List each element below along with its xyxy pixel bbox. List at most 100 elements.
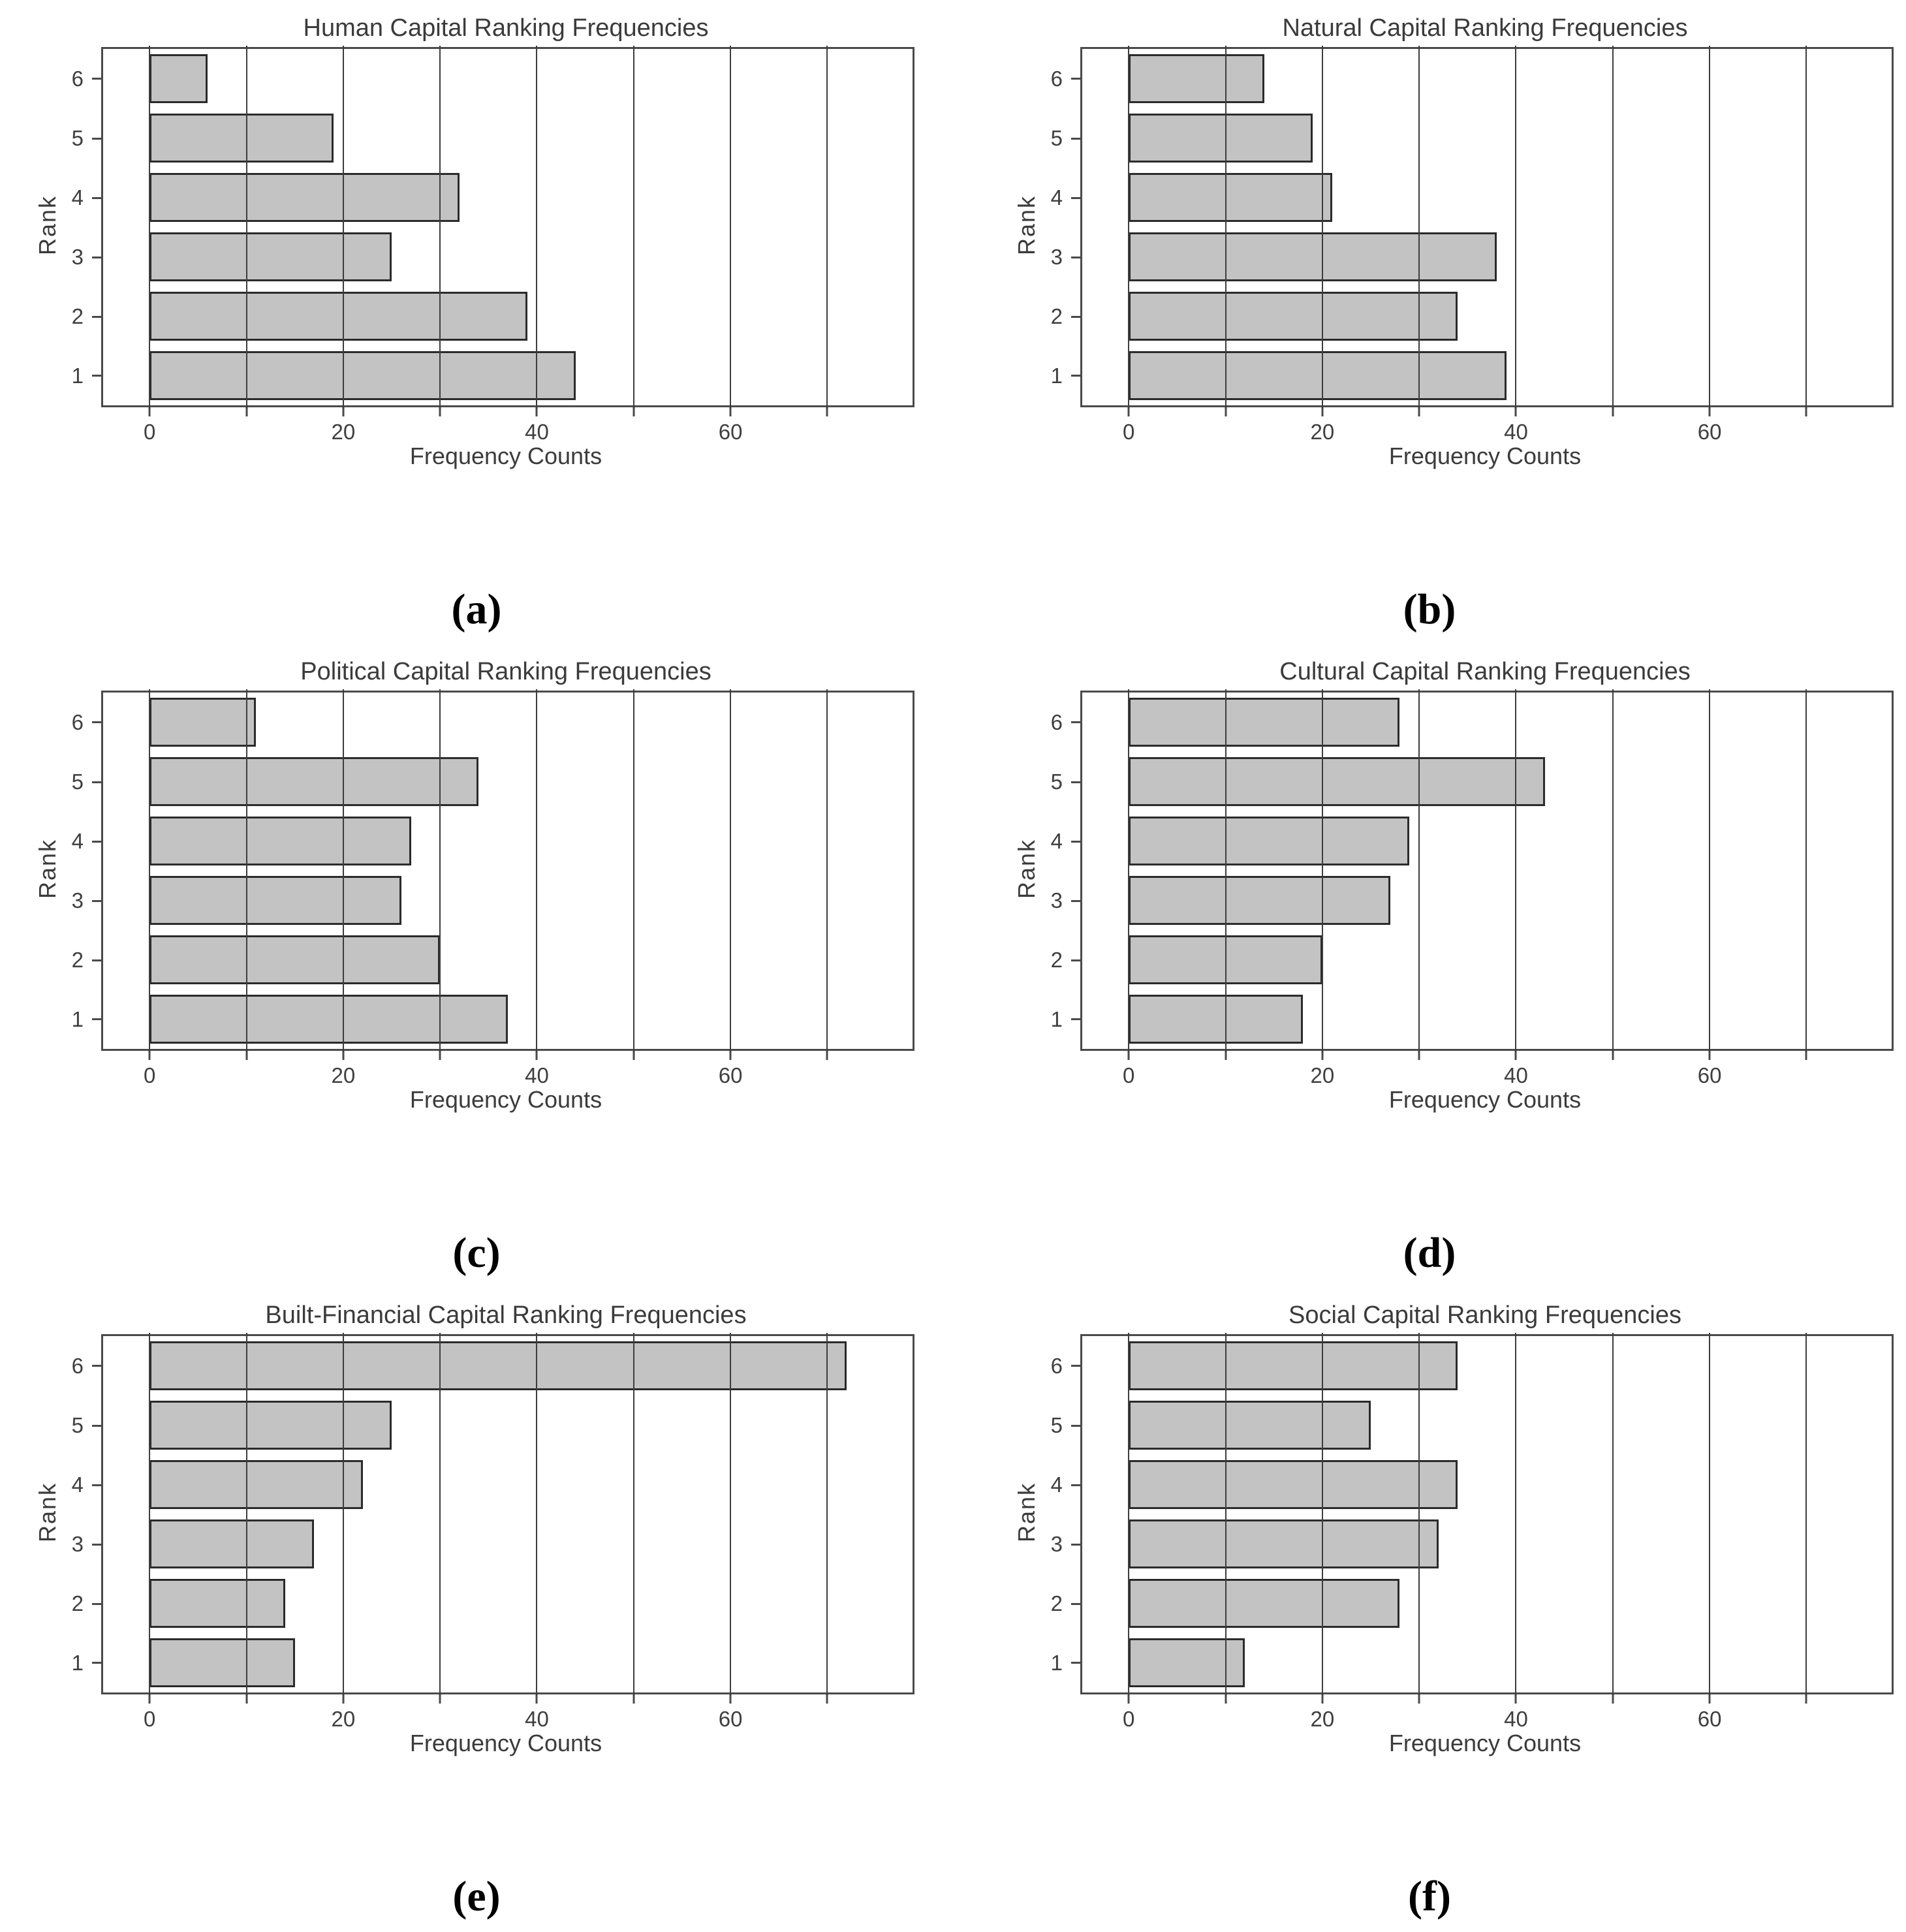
x-tick-label: 20 — [1310, 1063, 1335, 1087]
panel-caption: (d) — [1403, 1229, 1456, 1277]
y-tick — [92, 1424, 103, 1427]
bar-rank-3 — [149, 232, 392, 282]
x-tick — [1225, 1051, 1227, 1060]
bar-rank-5 — [1129, 756, 1545, 807]
x-tick — [1514, 407, 1517, 416]
bar-rank-1 — [1129, 1638, 1245, 1688]
y-tick-label: 2 — [1050, 304, 1063, 328]
x-axis-title: Frequency Counts — [1388, 443, 1582, 469]
plot-area: 6 5 4 3 2 1 0 20 40 60 — [72, 46, 914, 444]
y-tick-label: 2 — [1050, 1591, 1063, 1615]
gridline-x-20 — [1321, 46, 1323, 409]
x-tick — [1418, 407, 1420, 416]
bar-rank-4 — [149, 172, 460, 223]
panel-caption: (a) — [451, 585, 502, 633]
bar-rank-5 — [149, 1400, 392, 1450]
plot-area: 6 5 4 3 2 1 0 20 40 60 — [1051, 1333, 1894, 1731]
y-tick-label: 3 — [1050, 244, 1063, 269]
x-tick — [148, 1694, 151, 1704]
y-tick-label: 2 — [71, 947, 84, 972]
x-tick-label: 60 — [1697, 1707, 1722, 1731]
panel-a: Human Capital Ranking Frequencies Rank 6… — [0, 0, 953, 644]
y-tick-label: 3 — [1050, 888, 1063, 912]
gridline-x-20 — [342, 46, 344, 409]
x-tick-label: 60 — [1697, 420, 1722, 444]
gridline-x-40 — [536, 46, 538, 409]
bar-rank-1 — [149, 351, 576, 401]
panel-d: Cultural Capital Ranking Frequencies Ran… — [953, 644, 1906, 1287]
x-tick — [633, 1051, 635, 1060]
x-axis-title: Frequency Counts — [409, 443, 602, 469]
gridline-x-50 — [633, 689, 634, 1052]
y-tick — [92, 375, 103, 377]
x-axis-title: Frequency Counts — [409, 1730, 602, 1756]
x-axis-title: Frequency Counts — [1388, 1730, 1582, 1756]
y-tick — [1071, 899, 1082, 902]
y-tick — [92, 781, 103, 783]
y-tick — [1071, 1602, 1082, 1605]
x-tick — [535, 407, 538, 416]
gridline-x-60 — [730, 1333, 732, 1696]
gridline-x-50 — [1612, 46, 1614, 409]
y-tick — [1071, 315, 1082, 318]
gridline-x-70 — [826, 1333, 828, 1696]
x-tick-label: 20 — [331, 1707, 356, 1731]
chart-title: Social Capital Ranking Frequencies — [1289, 1301, 1681, 1329]
bar-rank-4 — [1129, 172, 1332, 223]
y-axis-title: Rank — [34, 838, 61, 899]
gridline-x-20 — [1321, 689, 1323, 1052]
y-tick-label: 4 — [71, 828, 84, 853]
x-tick-label: 20 — [1310, 1707, 1335, 1731]
gridline-x-20 — [1321, 1333, 1323, 1696]
y-tick-label: 5 — [1050, 1412, 1063, 1437]
x-tick-label: 40 — [525, 1707, 549, 1731]
gridline-x-40 — [536, 689, 538, 1052]
y-tick — [1071, 959, 1082, 961]
bar-rank-4 — [149, 1459, 363, 1510]
gridline-x-50 — [1612, 689, 1614, 1052]
y-tick-label: 6 — [71, 66, 84, 91]
y-tick — [92, 959, 103, 961]
y-tick — [1071, 196, 1082, 199]
x-tick-label: 40 — [1504, 420, 1528, 444]
x-tick-label: 20 — [331, 420, 356, 444]
x-tick — [535, 1694, 538, 1704]
x-tick-label: 60 — [718, 1707, 743, 1731]
y-tick — [1071, 1662, 1082, 1664]
y-tick-label: 3 — [71, 1531, 84, 1556]
bar-rank-2 — [149, 291, 527, 341]
gridline-x-30 — [1418, 1333, 1420, 1696]
y-tick — [92, 899, 103, 902]
gridline-x-60 — [730, 46, 732, 409]
x-tick-label: 0 — [1123, 1063, 1135, 1087]
panel-f: Social Capital Ranking Frequencies Rank … — [953, 1287, 1906, 1931]
y-tick — [1071, 781, 1082, 783]
y-tick-label: 3 — [1050, 1531, 1063, 1556]
x-tick — [729, 407, 732, 416]
bar-chart-natural-capital: Natural Capital Ranking Frequencies Rank… — [1012, 10, 1894, 475]
x-tick — [342, 407, 345, 416]
x-tick — [633, 1694, 635, 1704]
bar-rank-4 — [1129, 816, 1410, 866]
y-tick-label: 1 — [1050, 1650, 1063, 1675]
plot-area: 6 5 4 3 2 1 0 20 40 60 — [72, 1333, 914, 1731]
y-tick — [92, 137, 103, 140]
y-tick-label: 5 — [71, 125, 84, 150]
gridline-x-60 — [1709, 46, 1711, 409]
y-tick — [1071, 78, 1082, 80]
y-tick — [1071, 1484, 1082, 1486]
x-tick-label: 0 — [144, 420, 156, 444]
y-tick — [1071, 721, 1082, 724]
chart-title: Political Capital Ranking Frequencies — [300, 658, 711, 685]
y-tick — [92, 1484, 103, 1486]
x-tick — [1225, 407, 1227, 416]
y-tick-label: 5 — [71, 1412, 84, 1437]
bar-rank-2 — [149, 935, 441, 985]
y-tick — [1071, 1543, 1082, 1546]
panel-caption: (b) — [1403, 585, 1456, 633]
y-tick-label: 6 — [71, 709, 84, 734]
y-tick-label: 5 — [1050, 125, 1063, 150]
x-tick — [826, 407, 828, 416]
x-axis-title: Frequency Counts — [1388, 1086, 1582, 1113]
